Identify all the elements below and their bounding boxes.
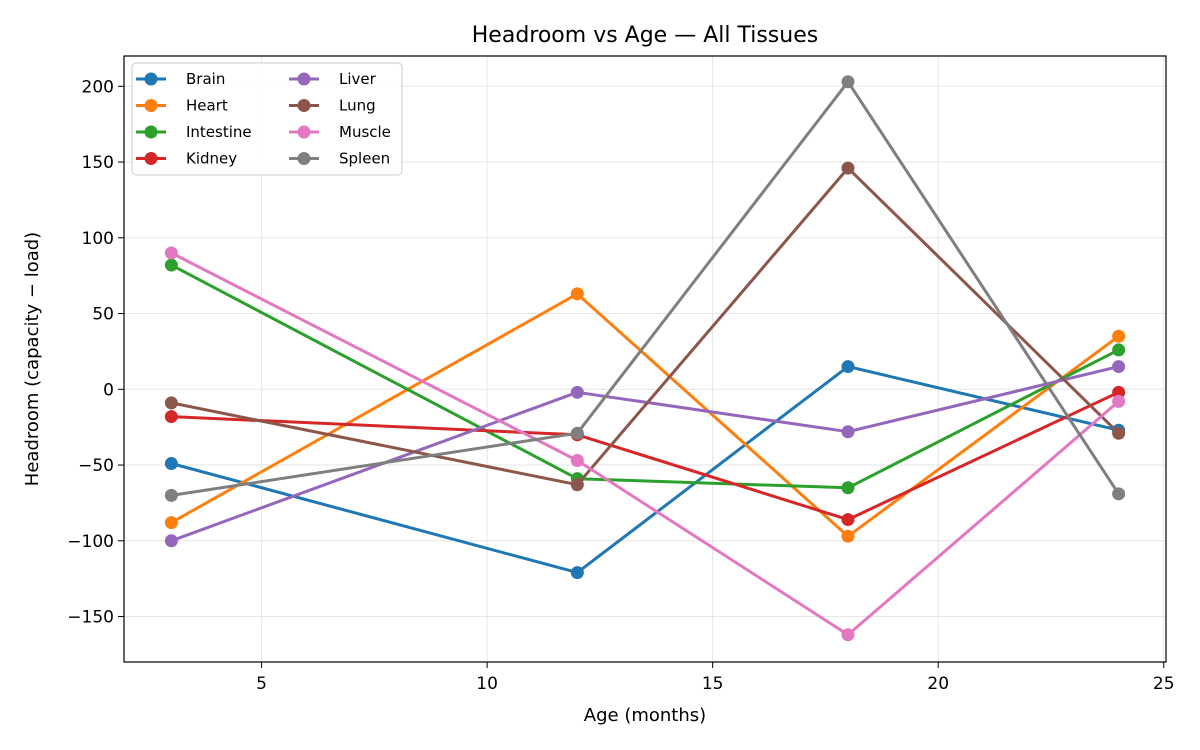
data-point-muscle	[164, 246, 178, 260]
legend-swatch-marker	[144, 99, 158, 112]
data-point-kidney	[164, 410, 178, 424]
legend-label: Heart	[186, 97, 228, 115]
y-tick-label: 0	[103, 380, 114, 400]
legend-label: Spleen	[339, 150, 390, 168]
legend-swatch-marker	[144, 152, 158, 165]
series-lung	[164, 161, 1126, 492]
data-point-muscle	[841, 628, 855, 642]
data-point-muscle	[570, 454, 584, 468]
data-point-spleen	[570, 426, 584, 440]
y-tick-label: 150	[82, 153, 114, 173]
legend-item-liver: Liver	[289, 70, 377, 88]
y-tick-label: 50	[92, 305, 114, 325]
series-kidney	[164, 385, 1126, 527]
y-axis-label: Headroom (capacity − load)	[22, 232, 43, 486]
legend-box	[131, 62, 403, 176]
legend-swatch-marker	[297, 99, 311, 112]
legend-item-heart: Heart	[136, 97, 228, 115]
series-heart	[164, 287, 1126, 543]
legend-swatch-marker	[297, 72, 311, 86]
legend-swatch-marker	[144, 72, 158, 86]
data-point-liver	[841, 425, 855, 439]
legend-swatch-marker	[144, 125, 158, 139]
legend-label: Liver	[339, 70, 377, 88]
y-tick-label: 100	[82, 229, 114, 249]
data-point-kidney	[1112, 385, 1126, 399]
data-point-intestine	[1112, 343, 1126, 357]
series-line-spleen	[169, 80, 1121, 497]
data-point-lung	[1112, 426, 1126, 440]
series-spleen	[164, 75, 1126, 502]
series-line-intestine	[169, 263, 1121, 490]
data-point-heart	[1112, 329, 1126, 343]
x-tick-label: 15	[702, 674, 724, 694]
x-tick-label: 25	[1153, 674, 1175, 694]
y-tick-label: 200	[82, 77, 114, 97]
data-point-liver	[1112, 360, 1126, 374]
y-tick-label: −100	[67, 532, 114, 552]
series-muscle	[164, 246, 1126, 642]
data-point-liver	[570, 385, 584, 399]
data-point-heart	[164, 516, 178, 530]
data-point-lung	[164, 396, 178, 410]
x-tick-label: 5	[256, 674, 267, 694]
x-tick-label: 10	[476, 674, 498, 694]
grid	[124, 56, 1166, 662]
series-group	[164, 75, 1126, 642]
data-point-brain	[570, 566, 584, 580]
x-axis-label: Age (months)	[584, 705, 706, 726]
data-point-spleen	[1112, 487, 1126, 501]
series-line-lung	[169, 166, 1121, 487]
data-point-heart	[841, 529, 855, 543]
data-point-intestine	[164, 258, 178, 272]
series-line-liver	[169, 365, 1121, 543]
data-point-intestine	[841, 481, 855, 495]
data-point-lung	[570, 478, 584, 492]
x-axis: 5 10 15 20 25	[256, 662, 1175, 694]
series-intestine	[164, 258, 1126, 495]
series-liver	[164, 360, 1126, 548]
chart-title: Headroom vs Age — All Tissues	[472, 23, 818, 48]
series-line-kidney	[169, 390, 1121, 522]
legend-item-brain: Brain	[136, 70, 225, 88]
data-point-brain	[164, 457, 178, 471]
data-point-muscle	[1112, 394, 1126, 408]
x-tick-label: 20	[927, 674, 949, 694]
data-point-lung	[841, 161, 855, 175]
legend-label: Lung	[339, 97, 376, 115]
data-point-brain	[841, 360, 855, 374]
legend-item-intestine: Intestine	[136, 123, 252, 141]
data-point-spleen	[841, 75, 855, 89]
y-axis: −150 −100 −50 0 50 100 150 200	[67, 77, 124, 628]
y-tick-label: −150	[67, 608, 114, 628]
data-point-spleen	[164, 488, 178, 502]
legend-label: Muscle	[339, 123, 391, 141]
data-point-kidney	[841, 513, 855, 527]
legend: Brain Heart Intestine Kidney Liver Lung Muscle…	[131, 62, 403, 176]
legend-item-muscle: Muscle	[289, 123, 391, 141]
data-point-liver	[164, 534, 178, 548]
series-line-heart	[169, 292, 1121, 538]
series-line-muscle	[169, 251, 1121, 637]
legend-swatch-marker	[297, 125, 311, 139]
data-point-heart	[570, 287, 584, 301]
legend-label: Intestine	[186, 123, 252, 141]
plot-frame	[123, 55, 1167, 663]
legend-label: Kidney	[186, 150, 237, 168]
y-tick-label: −50	[78, 456, 114, 476]
legend-item-lung: Lung	[289, 97, 376, 115]
legend-item-spleen: Spleen	[289, 150, 390, 168]
legend-swatch-marker	[297, 152, 311, 165]
legend-item-kidney: Kidney	[136, 150, 237, 168]
legend-label: Brain	[186, 70, 225, 88]
